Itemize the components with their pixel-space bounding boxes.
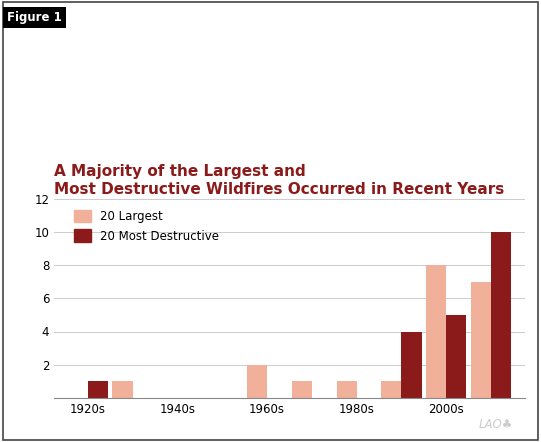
Text: A Majority of the Largest and: A Majority of the Largest and bbox=[54, 164, 306, 179]
Bar bbox=[446, 315, 466, 398]
Bar bbox=[247, 365, 267, 398]
Bar bbox=[337, 381, 357, 398]
Bar bbox=[381, 381, 401, 398]
Bar bbox=[113, 381, 133, 398]
Bar bbox=[401, 332, 421, 398]
Legend: 20 Largest, 20 Most Destructive: 20 Largest, 20 Most Destructive bbox=[69, 205, 224, 248]
Text: Most Destructive Wildfires Occurred in Recent Years: Most Destructive Wildfires Occurred in R… bbox=[54, 182, 504, 197]
Text: LAO♣: LAO♣ bbox=[479, 418, 513, 431]
Bar bbox=[426, 265, 446, 398]
Bar bbox=[88, 381, 108, 398]
Bar bbox=[471, 282, 491, 398]
Bar bbox=[292, 381, 312, 398]
Text: Figure 1: Figure 1 bbox=[7, 11, 62, 24]
Bar bbox=[491, 232, 511, 398]
